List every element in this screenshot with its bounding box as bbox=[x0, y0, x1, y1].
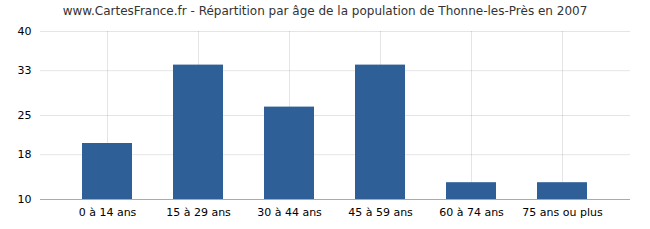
svg-text:75 ans ou plus: 75 ans ou plus bbox=[522, 206, 603, 219]
svg-text:10: 10 bbox=[18, 193, 32, 206]
html-text:www.CartesFrance.fr - Répartit: www.CartesFrance.fr - Répartition par âg… bbox=[62, 4, 588, 18]
svg-text:60 à 74 ans: 60 à 74 ans bbox=[439, 206, 504, 219]
svg-text:18: 18 bbox=[18, 148, 32, 161]
svg-text:15 à 29 ans: 15 à 29 ans bbox=[166, 206, 231, 219]
svg-text:30 à 44 ans: 30 à 44 ans bbox=[257, 206, 322, 219]
svg-text:45 à 59 ans: 45 à 59 ans bbox=[348, 206, 413, 219]
svg-text:40: 40 bbox=[18, 25, 32, 38]
svg-text:0 à 14 ans: 0 à 14 ans bbox=[79, 206, 137, 219]
svg-text:33: 33 bbox=[18, 64, 32, 77]
svg-text:25: 25 bbox=[18, 109, 32, 122]
